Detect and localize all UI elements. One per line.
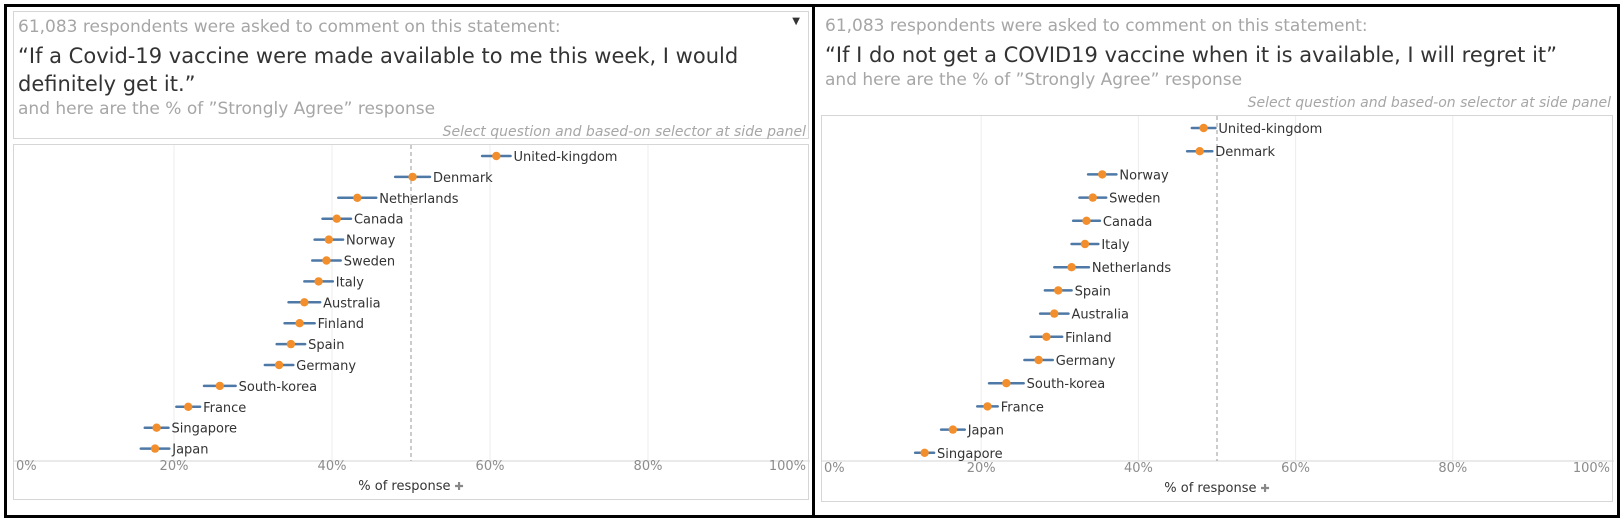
left-chart-svg: 0% 20% 40% 60% 80% 100% United-kingdom Denmark N… — [14, 145, 810, 474]
pin-icon[interactable]: ✚ — [1260, 482, 1270, 495]
data-point — [1199, 123, 1208, 133]
category-label: Spain — [308, 338, 344, 353]
category-label: Norway — [346, 234, 396, 249]
x-tick-label: 40% — [1124, 461, 1153, 476]
x-tick-label: 100% — [769, 459, 806, 474]
data-point — [983, 402, 992, 411]
data-point — [1098, 170, 1107, 179]
x-axis-title: % of response ✚ — [1164, 481, 1270, 496]
data-point — [295, 319, 304, 328]
category-label: Netherlands — [379, 192, 458, 207]
category-label: Canada — [1103, 215, 1152, 230]
x-axis-title: % of response ✚ — [358, 479, 464, 494]
data-point — [274, 360, 284, 370]
data-point — [1002, 379, 1011, 388]
x-tick-label: 20% — [160, 459, 189, 474]
left-header: 61,083 respondents were asked to comment… — [13, 11, 809, 140]
x-tick-label: 80% — [634, 459, 663, 474]
category-label: South-korea — [239, 380, 318, 395]
x-tick-label: 80% — [1438, 461, 1467, 476]
dropdown-arrow-icon[interactable]: ▼ — [792, 16, 800, 27]
data-point — [920, 448, 929, 457]
x-tick-label: 40% — [318, 459, 347, 474]
x-tick-label: 100% — [1573, 461, 1610, 476]
x-tick-label: 0% — [16, 459, 37, 474]
statement-text: “If a Covid-19 vaccine were made availab… — [18, 44, 739, 96]
category-label: Sweden — [1109, 192, 1160, 207]
intro-text: 61,083 respondents were asked to comment… — [18, 17, 561, 37]
data-point — [150, 444, 160, 453]
category-label: Netherlands — [1092, 261, 1171, 276]
category-label: South-korea — [1027, 377, 1106, 392]
x-tick-label: 0% — [824, 461, 845, 476]
category-label: Canada — [354, 213, 403, 228]
data-point — [1195, 147, 1204, 156]
selector-hint: Select question and based-on selector at… — [1247, 95, 1611, 111]
subtitle-text: and here are the % of ”Strongly Agree” r… — [825, 70, 1243, 90]
x-tick-label: 60% — [476, 459, 505, 474]
category-label: Norway — [1119, 168, 1169, 183]
category-label: Germany — [1056, 354, 1116, 369]
data-point — [184, 402, 193, 411]
category-label: Denmark — [433, 171, 493, 186]
right-panel: 61,083 respondents were asked to comment… — [812, 4, 1620, 518]
data-point — [152, 423, 161, 432]
category-label: Sweden — [344, 255, 395, 270]
category-label: Australia — [323, 296, 381, 311]
data-point — [1050, 309, 1059, 318]
left-panel: 61,083 respondents were asked to comment… — [4, 4, 816, 518]
data-point — [322, 256, 331, 265]
category-label: Finland — [318, 317, 364, 332]
category-label: Japan — [967, 424, 1004, 439]
data-point — [314, 277, 323, 286]
data-point — [286, 339, 296, 349]
category-label: Finland — [1065, 331, 1111, 346]
data-point — [332, 214, 341, 223]
category-label: Japan — [171, 443, 208, 458]
data-point — [324, 235, 334, 244]
category-label: France — [1001, 400, 1044, 415]
category-label: United-kingdom — [1218, 122, 1322, 137]
pin-icon[interactable]: ✚ — [454, 480, 464, 493]
category-label: Singapore — [171, 422, 237, 437]
data-point — [1067, 263, 1076, 272]
data-point — [1088, 193, 1098, 202]
category-label: Italy — [336, 275, 365, 290]
data-point — [1080, 239, 1090, 249]
selector-hint: Select question and based-on selector at… — [442, 124, 806, 140]
x-tick-label: 20% — [967, 461, 996, 476]
category-label: Germany — [296, 359, 356, 374]
category-label: Spain — [1075, 284, 1111, 299]
data-point — [492, 151, 501, 161]
data-point — [1034, 355, 1043, 365]
data-point — [1054, 286, 1063, 295]
intro-text: 61,083 respondents were asked to comment… — [825, 16, 1368, 36]
subtitle-text: and here are the % of ”Strongly Agree” r… — [18, 99, 436, 119]
left-chart: 0% 20% 40% 60% 80% 100% United-kingdom Denmark N… — [13, 144, 810, 500]
x-tick-label: 60% — [1281, 461, 1310, 476]
data-point — [353, 193, 362, 202]
category-label: Australia — [1071, 308, 1129, 323]
data-point — [1042, 332, 1051, 341]
category-label: France — [203, 401, 246, 416]
right-chart: 0% 20% 40% 60% 80% 100% United-kingdom Denmark N… — [821, 115, 1614, 502]
data-point — [1082, 216, 1091, 225]
category-label: Denmark — [1215, 145, 1275, 160]
data-point — [948, 425, 958, 434]
statement-text: “If I do not get a COVID19 vaccine when … — [825, 43, 1558, 67]
data-point — [408, 172, 417, 182]
data-point — [215, 381, 225, 391]
right-chart-svg: 0% 20% 40% 60% 80% 100% United-kingdom Denmark N… — [822, 116, 1614, 476]
category-label: Italy — [1101, 238, 1130, 253]
right-header: 61,083 respondents were asked to comment… — [821, 11, 1613, 115]
data-point — [300, 298, 309, 307]
category-label: United-kingdom — [514, 150, 618, 165]
category-label: Singapore — [937, 447, 1003, 462]
